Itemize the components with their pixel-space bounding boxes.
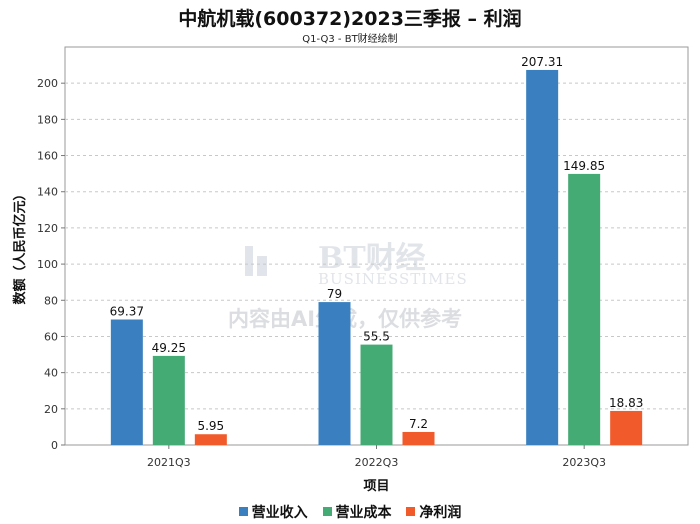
y-tick-label: 60 xyxy=(44,330,58,343)
y-tick-label: 200 xyxy=(37,77,58,90)
legend-label-profit: 净利润 xyxy=(419,505,462,521)
bar-chart: BT财经 BUSINESSTIMES 内容由AI生成，仅供参考 69.3749.… xyxy=(12,46,689,494)
legend-swatch-profit xyxy=(406,507,416,516)
y-tick-label: 120 xyxy=(37,222,58,235)
legend-item-cost[interactable]: 营业成本 xyxy=(322,502,392,522)
chart-title: 中航机载(600372)2023三季报 – 利润 xyxy=(178,8,522,30)
y-tick-label: 80 xyxy=(44,294,58,307)
data-label: 18.83 xyxy=(609,396,643,410)
x-tick-label: 2023Q3 xyxy=(562,456,606,469)
watermark-brand: BUSINESSTIMES xyxy=(318,270,468,288)
y-tick-label: 20 xyxy=(44,403,58,416)
y-axis-title: 数额（人民币亿元） xyxy=(12,187,28,304)
y-tick-label: 100 xyxy=(37,258,58,271)
legend-item-profit[interactable]: 净利润 xyxy=(406,502,461,522)
y-tick-label: 0 xyxy=(51,439,58,452)
y-tick-label: 180 xyxy=(37,113,58,126)
bar-profit xyxy=(610,410,643,445)
legend-swatch-cost xyxy=(322,507,332,516)
data-label: 79 xyxy=(327,287,342,301)
legend-label-revenue: 营业收入 xyxy=(251,505,308,521)
data-label: 207.31 xyxy=(521,55,563,69)
data-label: 5.95 xyxy=(197,419,224,433)
watermark-logo-mark xyxy=(257,256,267,276)
data-label: 49.25 xyxy=(152,341,186,355)
legend-label-cost: 营业成本 xyxy=(335,505,392,521)
x-axis-title: 项目 xyxy=(363,479,389,494)
bar-cost xyxy=(360,344,393,445)
data-label: 149.85 xyxy=(563,159,605,173)
y-tick-label: 160 xyxy=(37,150,58,163)
bar-profit xyxy=(402,431,435,445)
y-tick-label: 40 xyxy=(44,367,58,380)
bar-revenue xyxy=(318,302,351,445)
legend: 营业收入 营业成本 净利润 xyxy=(0,502,700,522)
watermark-logo: BT财经 xyxy=(318,241,426,276)
y-tick-label: 140 xyxy=(37,186,58,199)
bar-revenue xyxy=(110,319,143,445)
data-label: 55.5 xyxy=(363,330,390,344)
watermark-logo-icon xyxy=(245,246,253,276)
chart-subtitle: Q1-Q3 - BT财经绘制 xyxy=(302,34,398,45)
bar-revenue xyxy=(526,69,559,445)
bar-cost xyxy=(152,355,185,445)
data-label: 7.2 xyxy=(409,417,428,431)
bar-profit xyxy=(194,434,227,445)
x-tick-label: 2022Q3 xyxy=(355,456,399,469)
data-label: 69.37 xyxy=(110,305,144,319)
legend-item-revenue[interactable]: 营业收入 xyxy=(238,502,308,522)
bar-cost xyxy=(568,173,601,446)
x-tick-label: 2021Q3 xyxy=(147,456,191,469)
legend-swatch-revenue xyxy=(238,507,248,516)
